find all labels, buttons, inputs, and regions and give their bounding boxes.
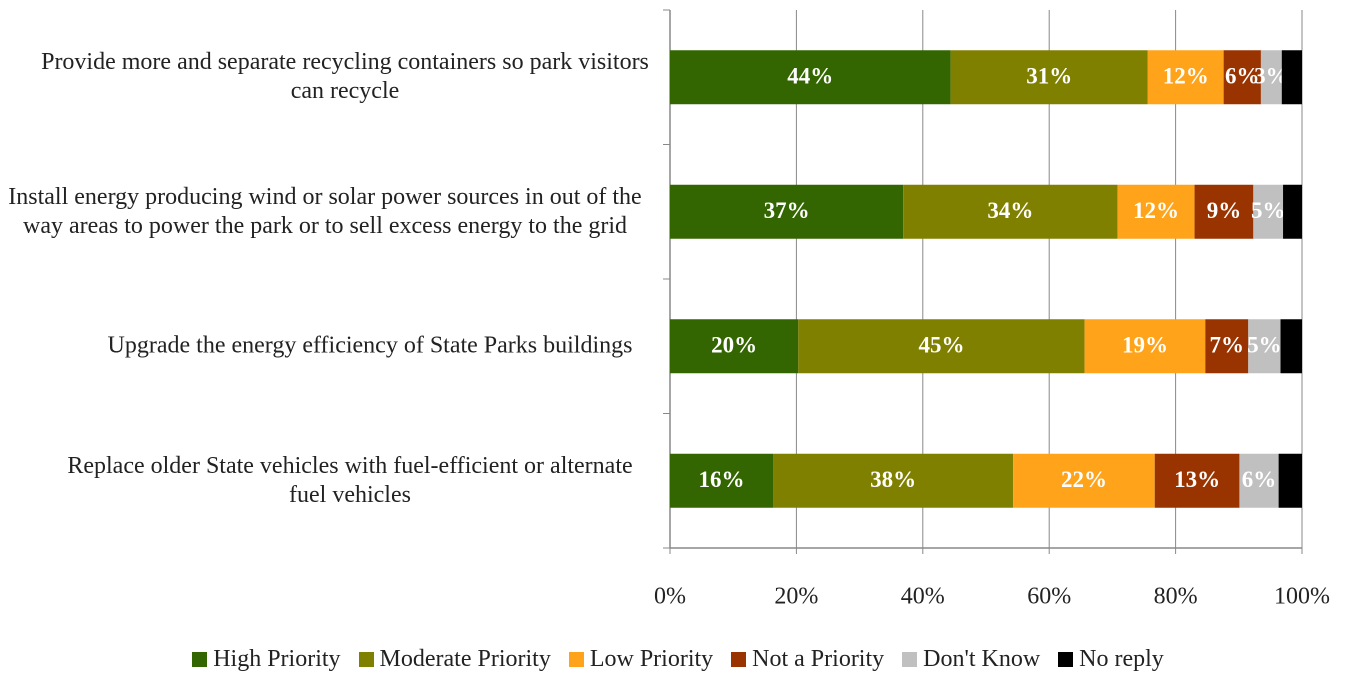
bar-segment	[1253, 184, 1284, 239]
data-label: 34%	[987, 198, 1033, 223]
data-label: 7%	[1210, 333, 1245, 358]
legend-item: Don't Know	[902, 646, 1040, 673]
data-label: 22%	[1061, 467, 1107, 492]
legend-label: Don't Know	[923, 646, 1041, 672]
category-label: Replace older State vehicles with fuel-e…	[67, 452, 633, 508]
data-label: 20%	[711, 333, 757, 358]
bar-segment	[1223, 50, 1261, 105]
bar-segment	[773, 453, 1014, 508]
bar-segment	[1154, 453, 1240, 508]
bar-segment	[1278, 453, 1302, 508]
bar-segment	[670, 50, 951, 105]
data-label: 5%	[1247, 333, 1282, 358]
bar-segment	[670, 453, 774, 508]
legend: High Priority Moderate Priority Low Priori…	[0, 646, 1356, 673]
bar-segment	[1147, 50, 1224, 105]
bar-segment	[1283, 184, 1302, 239]
legend-swatch	[192, 652, 208, 667]
legend-item: Low Priority	[568, 646, 714, 673]
data-label: 9%	[1207, 198, 1242, 223]
data-label: 6%	[1225, 64, 1260, 89]
x-tick-label: 0%	[654, 584, 686, 610]
x-tick-label: 100%	[1274, 584, 1330, 610]
bar-segment	[903, 184, 1118, 239]
category-label: Upgrade the energy efficiency of State P…	[107, 332, 633, 359]
legend-label: Moderate Priority	[379, 646, 551, 672]
legend-swatch	[731, 652, 747, 667]
bar-segment	[1084, 319, 1206, 374]
legend-swatch	[568, 652, 584, 667]
category-label: Install energy producing wind or solar p…	[8, 183, 642, 239]
data-label: 38%	[870, 467, 916, 492]
bar-segment	[670, 319, 799, 374]
bar-segment	[1013, 453, 1155, 508]
bar-segment	[1280, 319, 1302, 374]
bar-segment	[1194, 184, 1254, 239]
data-label: 12%	[1133, 198, 1179, 223]
category-label: Provide more and separate recycling cont…	[41, 49, 649, 105]
data-label: 37%	[764, 198, 810, 223]
bar-segment	[1239, 453, 1279, 508]
legend-label: High Priority	[213, 646, 341, 672]
legend-item: Moderate Priority	[358, 646, 551, 673]
x-tick-label: 40%	[901, 584, 945, 610]
legend-swatch	[358, 652, 374, 667]
data-label: 16%	[699, 467, 745, 492]
legend-label: No reply	[1079, 646, 1164, 672]
x-tick-label: 60%	[1027, 584, 1071, 610]
bar-segment	[1248, 319, 1281, 374]
bar-segment	[798, 319, 1085, 374]
data-label: 19%	[1122, 333, 1168, 358]
bar-segment	[1117, 184, 1195, 239]
bar-segment	[1281, 50, 1302, 105]
bar-segment	[1205, 319, 1249, 374]
legend-swatch	[1058, 652, 1074, 667]
data-label: 13%	[1174, 467, 1220, 492]
data-label: 44%	[787, 64, 833, 89]
bar-segment	[670, 184, 904, 239]
data-label: 6%	[1242, 467, 1277, 492]
legend-item: High Priority	[192, 646, 341, 673]
data-label: 45%	[918, 333, 964, 358]
x-tick-label: 80%	[1154, 584, 1198, 610]
data-label: 12%	[1163, 64, 1209, 89]
data-label: 31%	[1026, 64, 1072, 89]
legend-item: Not a Priority	[731, 646, 884, 673]
bar-segment	[950, 50, 1148, 105]
legend-label: Not a Priority	[752, 646, 885, 672]
data-label: 5%	[1251, 198, 1286, 223]
bar-segment	[1260, 50, 1282, 105]
legend-label: Low Priority	[589, 646, 714, 672]
legend-item: No reply	[1058, 646, 1164, 673]
legend-swatch	[902, 652, 918, 667]
x-tick-label: 20%	[774, 584, 818, 610]
